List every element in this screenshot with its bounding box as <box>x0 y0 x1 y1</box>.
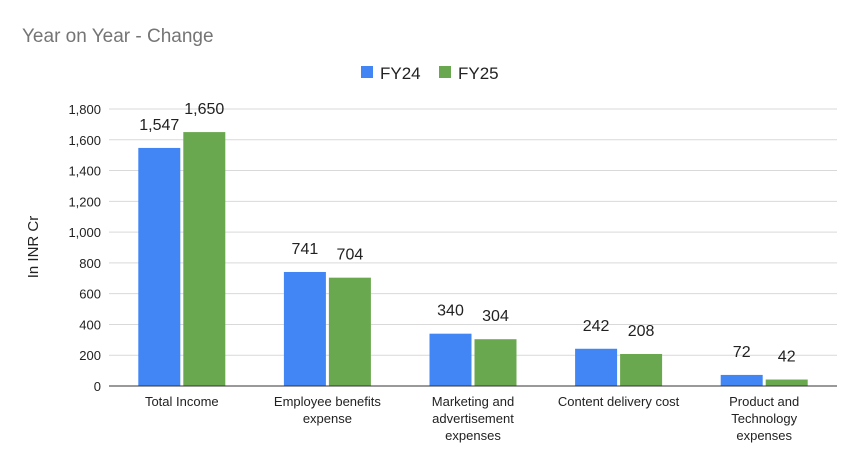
bar-fy24 <box>575 348 618 386</box>
category-label: Content delivery cost <box>558 394 680 409</box>
gridlines <box>109 108 837 356</box>
bar-fy24 <box>138 147 181 386</box>
bars <box>138 132 808 386</box>
bar-fy25 <box>474 339 517 386</box>
bar-fy25 <box>620 353 663 386</box>
category-label: Marketing and advertisement expenses <box>432 394 514 443</box>
data-label: 242 <box>583 318 610 335</box>
data-label: 1,547 <box>139 117 179 134</box>
bar-fy25 <box>765 379 808 386</box>
y-axis-label: In INR Cr <box>25 216 42 279</box>
legend: FY24 FY25 <box>361 64 499 83</box>
y-axis-ticks: 0 200 400 600 800 1,000 1,200 1,400 1,600 1,800 <box>68 102 101 394</box>
bar-fy25 <box>328 277 371 386</box>
y-tick-label: 1,800 <box>68 102 101 117</box>
category-labels: Total Income Employee benefits expense Mark… <box>145 394 799 443</box>
y-tick-label: 400 <box>79 317 101 332</box>
legend-label-fy24: FY24 <box>380 64 421 83</box>
data-label: 208 <box>628 323 655 340</box>
y-tick-label: 600 <box>79 287 101 302</box>
y-tick-label: 1,200 <box>68 194 101 209</box>
legend-label-fy25: FY25 <box>458 64 499 83</box>
chart-title: Year on Year - Change <box>22 26 214 47</box>
data-label: 72 <box>733 344 751 361</box>
y-tick-label: 200 <box>79 348 101 363</box>
data-label: 741 <box>292 241 319 258</box>
y-tick-label: 1,000 <box>68 225 101 240</box>
category-label: Employee benefits expense <box>274 394 381 426</box>
bar-fy24 <box>720 374 763 386</box>
legend-swatch-fy24 <box>361 66 373 78</box>
y-tick-label: 1,400 <box>68 164 101 179</box>
y-tick-label: 1,600 <box>68 133 101 148</box>
category-label: Total Income <box>145 394 219 409</box>
data-label: 304 <box>482 308 509 325</box>
data-label: 704 <box>337 247 364 264</box>
data-label: 1,650 <box>184 101 224 118</box>
data-label: 340 <box>437 303 464 320</box>
y-tick-label: 0 <box>94 379 101 394</box>
legend-swatch-fy25 <box>439 66 451 78</box>
data-label: 42 <box>778 349 796 366</box>
bar-fy24 <box>429 333 472 386</box>
bar-fy24 <box>283 271 326 386</box>
data-labels: 1,547 1,650 741 704 340 304 242 208 72 42 <box>139 101 795 365</box>
bar-fy25 <box>183 132 226 386</box>
category-label: Product and Technology expenses <box>729 394 799 443</box>
y-tick-label: 800 <box>79 256 101 271</box>
